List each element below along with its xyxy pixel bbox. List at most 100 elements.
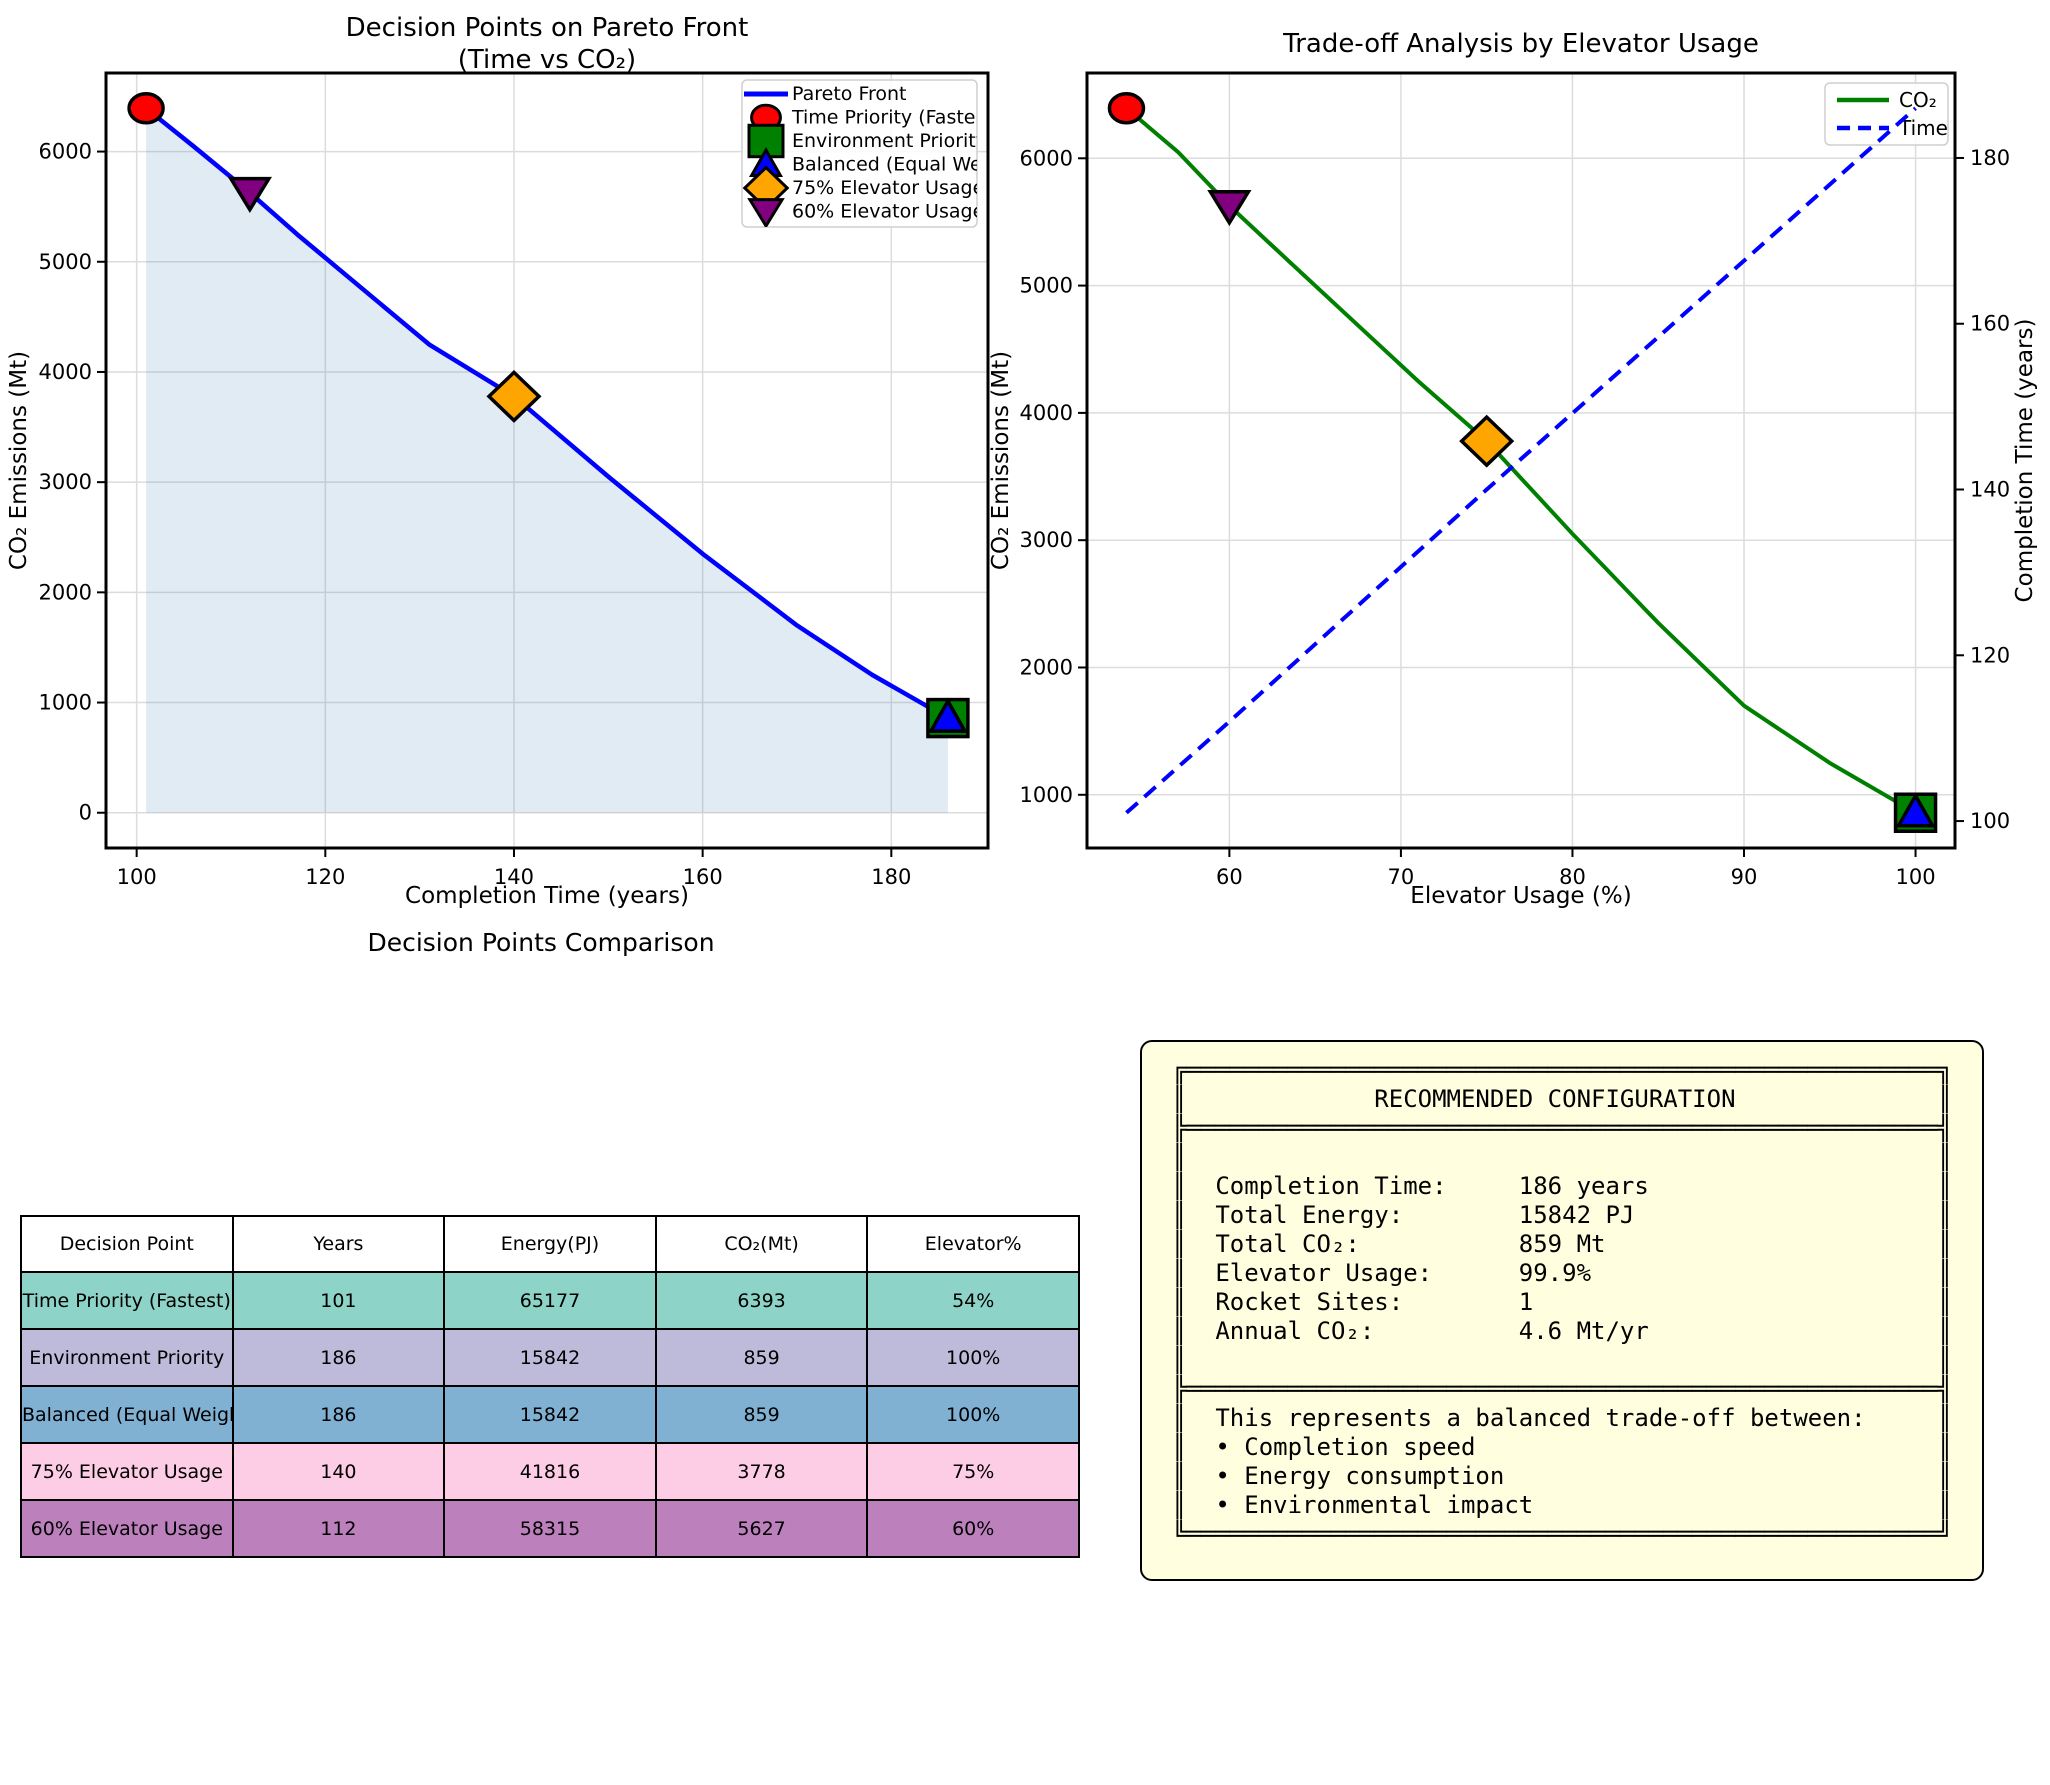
table-cell: 65177 xyxy=(443,1271,657,1330)
table-cell: 186 xyxy=(231,1385,446,1444)
y-right-tick-label: 160 xyxy=(1970,312,2010,336)
table-header-row: Decision Point Years Energy(PJ) CO₂(Mt) Elev… xyxy=(20,1215,1080,1273)
table-cell: 41816 xyxy=(443,1442,657,1501)
y-tick-label: 6000 xyxy=(1020,146,1073,170)
table-header-years: Years xyxy=(231,1215,446,1273)
table-cell: 6393 xyxy=(654,1271,869,1330)
legend-label: Time xyxy=(1898,116,1948,140)
y-right-tick-label: 180 xyxy=(1970,146,2010,170)
table-row-environment-priority: Environment Priority 186 15842 859 100% xyxy=(20,1328,1080,1387)
x-tick-label: 100 xyxy=(1895,865,1935,889)
chart-title: Trade-off Analysis by Elevator Usage xyxy=(1282,29,1759,59)
table-cell: 3778 xyxy=(654,1442,869,1501)
y-tick-label: 2000 xyxy=(39,580,92,604)
plot-border xyxy=(104,71,990,850)
table-row-time-priority-fastest: Time Priority (Fastest) 101 65177 6393 54% xyxy=(20,1271,1080,1330)
table-row-60-elevator-usage: 60% Elevator Usage 112 58315 5627 60% xyxy=(20,1499,1080,1558)
y-right-tick-label: 120 xyxy=(1970,643,2010,667)
legend-marker-60-elevator-usage xyxy=(747,198,785,227)
y-tick-label: 2000 xyxy=(1020,655,1073,679)
table-cell: Time Priority (Fastest) xyxy=(20,1271,234,1330)
legend-label: Pareto Front xyxy=(792,83,907,105)
x-tick-label: 100 xyxy=(117,865,157,889)
table-cell: 100% xyxy=(866,1385,1080,1444)
y-right-tick-label: 100 xyxy=(1970,809,2010,833)
table-cell: Balanced (Equal Weights xyxy=(20,1385,234,1444)
chart-title: Decision Points on Pareto Front xyxy=(346,13,749,43)
y-axis-label-right: Completion Time (years) xyxy=(2012,319,2038,603)
table-cell: 75% xyxy=(866,1442,1080,1501)
table-cell: 859 xyxy=(654,1328,869,1387)
y-tick-label: 5000 xyxy=(1020,274,1073,298)
time-line xyxy=(1125,106,1917,815)
x-tick-label: 70 xyxy=(1388,865,1415,889)
table-cell: 112 xyxy=(231,1499,446,1558)
marker-60-elevator-usage xyxy=(227,176,272,214)
marker-60-elevator-usage xyxy=(1207,190,1252,227)
x-tick-label: 60 xyxy=(1216,865,1243,889)
table-cell: 60% xyxy=(866,1499,1080,1558)
marker-time-priority-fastest xyxy=(127,92,165,125)
table-cell: 15842 xyxy=(443,1328,657,1387)
legend-label: CO₂ xyxy=(1899,88,1937,112)
table-cell: 54% xyxy=(866,1271,1080,1330)
comparison-table: Decision Point Years Energy(PJ) CO₂(Mt) Elev… xyxy=(20,1215,1080,1558)
marker-75-elevator-usage xyxy=(486,369,542,423)
legend-label: 60% Elevator Usage xyxy=(792,201,984,223)
y-axis-label: CO₂ Emissions (Mt) xyxy=(6,351,32,570)
legend: CO₂ Time xyxy=(1824,82,1949,146)
x-axis-label: Completion Time (years) xyxy=(405,883,689,909)
table-cell: 5627 xyxy=(654,1499,869,1558)
marker-balanced-equal-weights xyxy=(927,697,968,733)
legend-box xyxy=(741,79,978,228)
table-cell: 140 xyxy=(231,1442,446,1501)
table-cell: 100% xyxy=(866,1328,1080,1387)
y-tick-label: 3000 xyxy=(1020,528,1073,552)
legend-label: Time Priority (Faste xyxy=(791,107,975,129)
x-tick-label: 140 xyxy=(494,865,534,889)
x-axis-label: Elevator Usage (%) xyxy=(1410,883,1631,909)
legend-label: Environment Priority xyxy=(792,130,987,152)
pareto-front-fill-area xyxy=(146,108,948,813)
y-tick-label: 4000 xyxy=(1020,401,1073,425)
y-tick-label: 0 xyxy=(79,801,92,825)
y-axis-label-left: CO₂ Emissions (Mt) xyxy=(988,351,1014,570)
table-cell: 859 xyxy=(654,1385,869,1444)
y-tick-label: 5000 xyxy=(39,250,92,274)
table-header-elevator: Elevator% xyxy=(866,1215,1080,1273)
table-header-co-mt: CO₂(Mt) xyxy=(654,1215,869,1273)
table-cell: 101 xyxy=(231,1271,446,1330)
y-right-tick-label: 140 xyxy=(1970,478,2010,502)
y-tick-label: 3000 xyxy=(39,470,92,494)
legend-label: Balanced (Equal Weig xyxy=(792,154,999,176)
table-cell: 75% Elevator Usage xyxy=(20,1442,234,1501)
chart-title-line2: (Time vs CO₂) xyxy=(458,45,636,75)
table-row-75-elevator-usage: 75% Elevator Usage 140 41816 3778 75% xyxy=(20,1442,1080,1501)
table-cell: 15842 xyxy=(443,1385,657,1444)
x-tick-label: 180 xyxy=(871,865,911,889)
marker-75-elevator-usage xyxy=(1459,414,1515,468)
table-title: Decision Points Comparison xyxy=(367,928,715,957)
table-cell: 58315 xyxy=(443,1499,657,1558)
config-box: ╔═══════════════════════════════════════… xyxy=(1140,1040,1984,1581)
y-tick-label: 6000 xyxy=(39,140,92,164)
x-tick-label: 90 xyxy=(1731,865,1758,889)
table-cell: 186 xyxy=(231,1328,446,1387)
y-tick-label: 4000 xyxy=(39,360,92,384)
table-row-balanced-equal-weights: Balanced (Equal Weights18615842859100% xyxy=(20,1385,1080,1444)
x-tick-label: 120 xyxy=(305,865,345,889)
y-tick-label: 1000 xyxy=(39,691,92,715)
x-tick-label: 80 xyxy=(1559,865,1586,889)
config-text: ╔═══════════════════════════════════════… xyxy=(1172,1056,1953,1548)
table-header-energy-pj: Energy(PJ) xyxy=(443,1215,657,1273)
x-tick-label: 160 xyxy=(683,865,723,889)
table-header-decision-point: Decision Point xyxy=(20,1215,234,1273)
table-cell: 60% Elevator Usage xyxy=(20,1499,234,1558)
legend-label: 75% Elevator Usage xyxy=(792,177,984,199)
plot-border xyxy=(1085,71,1957,850)
table-cell: Environment Priority xyxy=(20,1328,234,1387)
